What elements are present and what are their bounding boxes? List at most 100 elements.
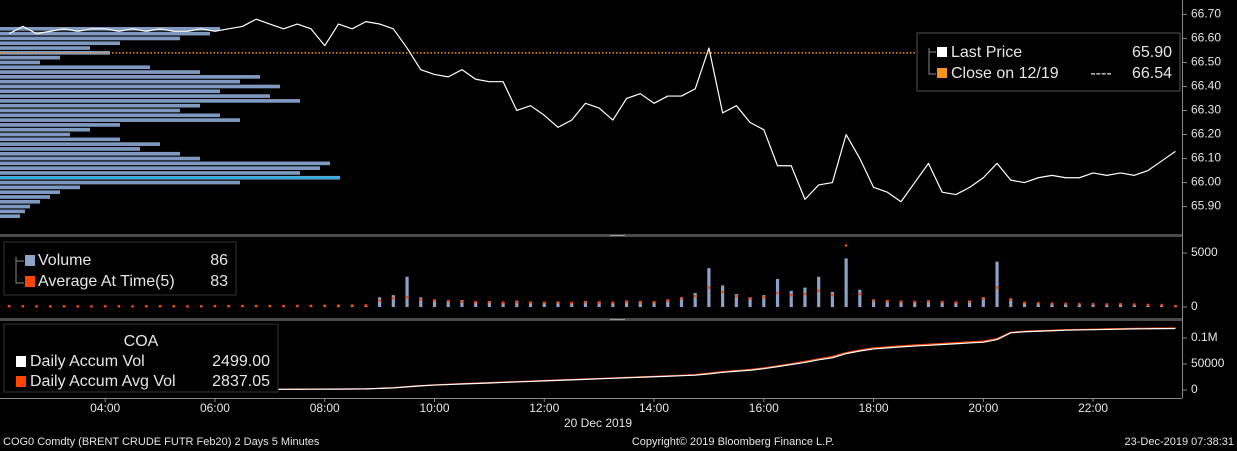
x-tick-label: 16:00 bbox=[749, 401, 779, 415]
average-dot bbox=[405, 296, 409, 299]
legend-swatch bbox=[937, 47, 947, 57]
volume-bar bbox=[762, 295, 766, 308]
average-dot bbox=[268, 304, 272, 308]
average-dot bbox=[1050, 302, 1054, 305]
average-dot bbox=[982, 297, 985, 300]
profile-bar bbox=[0, 171, 300, 175]
profile-bar bbox=[0, 60, 40, 65]
average-dot bbox=[474, 300, 477, 304]
profile-bar bbox=[0, 185, 80, 190]
average-dot bbox=[7, 304, 11, 308]
volume-bar bbox=[487, 301, 491, 308]
volume-bar bbox=[981, 297, 985, 308]
profile-bar bbox=[0, 99, 300, 103]
legend-box bbox=[916, 32, 1181, 92]
profile-bar bbox=[0, 132, 70, 137]
volume-bar bbox=[926, 300, 931, 308]
x-tick-label: 22:00 bbox=[1078, 401, 1108, 415]
legend-label: Daily Accum Avg Vol bbox=[30, 373, 176, 390]
profile-bar bbox=[0, 113, 220, 118]
average-dot bbox=[433, 299, 436, 302]
profile-bar bbox=[0, 142, 160, 146]
average-dot bbox=[254, 304, 258, 308]
average-dot bbox=[543, 301, 546, 304]
profile-bar bbox=[0, 161, 330, 166]
average-dot bbox=[721, 290, 724, 294]
average-dot bbox=[748, 297, 752, 300]
legend-tree bbox=[928, 48, 936, 75]
volume-bar bbox=[885, 300, 889, 308]
average-dot bbox=[392, 297, 395, 300]
average-dot bbox=[858, 292, 862, 296]
average-dot bbox=[584, 300, 587, 304]
legend-label: Volume bbox=[38, 252, 91, 269]
volume-bar bbox=[638, 301, 642, 308]
average-dot bbox=[62, 305, 66, 308]
average-dot bbox=[570, 301, 573, 305]
profile-bar bbox=[0, 103, 200, 108]
volume-bar bbox=[679, 297, 684, 308]
legend-value: 66.54 bbox=[1132, 65, 1172, 82]
profile-bar bbox=[0, 118, 240, 122]
profile-bar bbox=[0, 137, 120, 142]
copyright: Copyright© 2019 Bloomberg Finance L.P. bbox=[632, 436, 834, 448]
average-dot bbox=[296, 304, 299, 308]
volume-bar bbox=[954, 302, 958, 308]
average-dot bbox=[1078, 302, 1081, 306]
average-dot bbox=[515, 300, 519, 304]
profile-bar bbox=[0, 51, 110, 55]
average-dot bbox=[419, 298, 422, 301]
y-tick-label: 0 bbox=[1191, 299, 1198, 313]
legend-swatch bbox=[937, 68, 947, 78]
average-dot bbox=[1119, 303, 1122, 306]
legend-value: 83 bbox=[210, 273, 228, 290]
average-dot bbox=[556, 301, 560, 304]
average-dot bbox=[707, 286, 711, 289]
average-dot bbox=[680, 297, 683, 300]
volume-bar bbox=[1050, 303, 1054, 308]
y-tick-label: 66.60 bbox=[1191, 31, 1221, 45]
average-dot bbox=[968, 300, 971, 303]
average-dot bbox=[803, 292, 807, 296]
volume-bar bbox=[446, 300, 450, 308]
volume-bar bbox=[501, 302, 505, 308]
volume-bar bbox=[474, 301, 478, 308]
average-dot bbox=[158, 304, 162, 308]
y-tick-label: 66.10 bbox=[1191, 151, 1221, 165]
volume-bar bbox=[432, 299, 437, 308]
volume-legend: Volume 86 Average At Time(5) 83 bbox=[3, 241, 237, 296]
profile-bar bbox=[0, 204, 30, 209]
profile-bar bbox=[0, 209, 25, 214]
legend-title: COA bbox=[124, 333, 159, 350]
legend-label: Last Price bbox=[951, 44, 1022, 61]
average-dot bbox=[350, 304, 354, 307]
average-dot bbox=[21, 305, 25, 308]
average-dot bbox=[213, 304, 217, 308]
volume-bar bbox=[611, 302, 615, 308]
profile-bar bbox=[0, 31, 210, 36]
average-dot bbox=[776, 291, 779, 295]
average-dot bbox=[652, 300, 656, 304]
average-dot bbox=[323, 304, 326, 307]
x-tick-label: 20:00 bbox=[968, 401, 998, 415]
volume-bar bbox=[940, 301, 944, 308]
y-tick-label: 65.90 bbox=[1191, 199, 1221, 213]
average-dot bbox=[501, 301, 505, 304]
legend-value: 2499.00 bbox=[212, 353, 270, 370]
average-dot bbox=[611, 301, 615, 304]
profile-bar bbox=[0, 55, 60, 60]
average-dot bbox=[1091, 303, 1095, 306]
y-tick-label: 0.1M bbox=[1191, 330, 1218, 344]
volume-bar bbox=[721, 285, 725, 308]
average-dot bbox=[639, 300, 642, 304]
profile-bar bbox=[0, 214, 20, 219]
y-tick-label: 0 bbox=[1191, 382, 1198, 396]
legend-swatch bbox=[25, 255, 35, 266]
y-tick-label: 66.00 bbox=[1191, 175, 1221, 189]
volume-bar bbox=[748, 297, 752, 308]
legend-separator: ---- bbox=[1090, 65, 1111, 82]
average-dot bbox=[145, 305, 148, 308]
volume-bar bbox=[858, 289, 862, 308]
average-dot bbox=[940, 300, 944, 304]
